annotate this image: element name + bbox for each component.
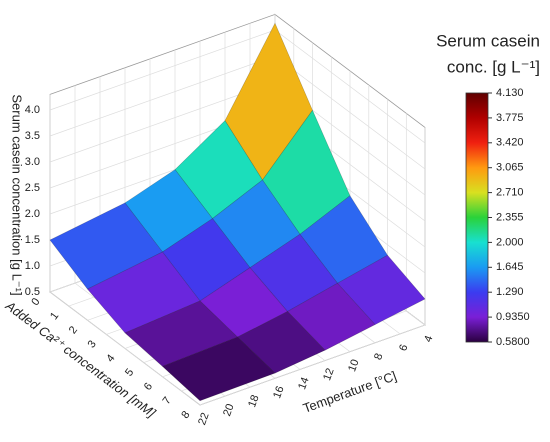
ca-tick-label: 1 — [48, 310, 61, 322]
colorbar-tick-label: 4.130 — [496, 87, 524, 99]
temperature-tick-label: 20 — [221, 402, 236, 418]
z-tick-label: 1.5 — [25, 234, 40, 246]
colorbar-tick-label: 3.420 — [496, 137, 524, 149]
colorbar-tick-label: 0.9350 — [496, 311, 530, 323]
colorbar-tick-label: 0.5800 — [496, 336, 530, 348]
colorbar — [465, 92, 489, 343]
z-tick-label: 3.0 — [25, 156, 40, 168]
z-tick-label: 0.5 — [25, 286, 40, 298]
ca-tick-label: 5 — [123, 367, 136, 379]
temperature-tick-label: 12 — [321, 367, 336, 383]
temperature-tick-label: 8 — [372, 352, 385, 362]
z-axis-title: Serum casein concentration [g L⁻¹] — [10, 94, 25, 295]
colorbar-tick-label: 1.290 — [496, 286, 524, 298]
colorbar-title: conc. [g L⁻¹] — [447, 57, 540, 76]
temperature-tick-label: 22 — [196, 411, 211, 427]
z-tick-label: 3.5 — [25, 130, 40, 142]
grid-line — [49, 94, 201, 406]
colorbar-tick-label: 3.065 — [496, 162, 524, 174]
surface-patch — [161, 336, 276, 402]
colorbar-tick-label: 3.775 — [496, 112, 524, 124]
temperature-tick-label: 6 — [397, 343, 410, 353]
temperature-tick-label: 18 — [246, 393, 261, 409]
z-tick-label: 4.0 — [25, 104, 40, 116]
ca-tick-label: 3 — [86, 338, 99, 350]
ca-tick-label: 6 — [142, 381, 155, 393]
ca-tick-label: 8 — [179, 409, 192, 421]
colorbar-tick-label: 2.000 — [496, 236, 524, 248]
ca-tick-label: 2 — [67, 324, 80, 336]
temperature-tick-label: 16 — [271, 384, 286, 400]
colorbar-tick-label: 1.645 — [496, 261, 524, 273]
ca-tick-label: 7 — [161, 395, 174, 407]
ca-tick-label: 4 — [104, 352, 117, 364]
colorbar-title: Serum casein — [436, 31, 540, 50]
colorbar-tick-label: 2.355 — [496, 211, 524, 223]
z-tick-label: 2.0 — [25, 208, 40, 220]
temperature-tick-label: 4 — [422, 334, 435, 344]
z-tick-label: 1.0 — [25, 260, 40, 272]
temperature-tick-label: 14 — [296, 376, 311, 392]
temperature-tick-label: 10 — [346, 358, 361, 374]
temperature-axis-title: Temperature [°C] — [301, 368, 399, 416]
colorbar-tick-label: 2.710 — [496, 187, 524, 199]
z-tick-label: 2.5 — [25, 182, 40, 194]
